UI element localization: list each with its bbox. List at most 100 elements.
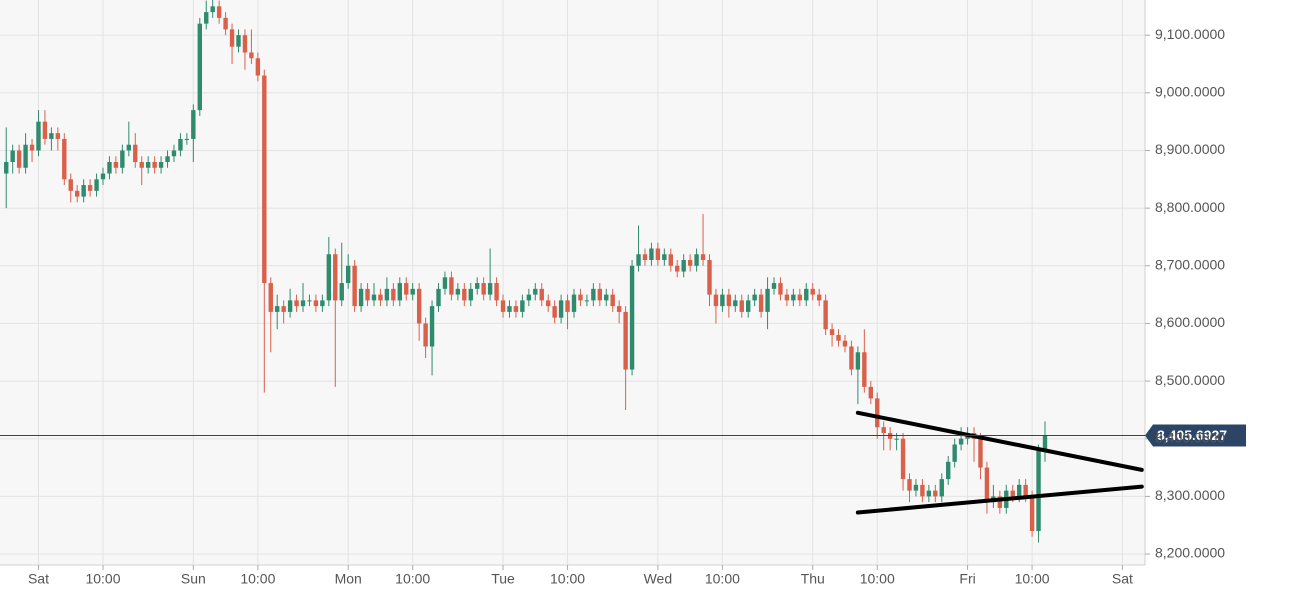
- candle-body: [275, 306, 280, 312]
- x-tick-label: 10:00: [860, 571, 895, 587]
- candle-body: [494, 283, 499, 301]
- candle-body: [655, 248, 661, 261]
- candle-body: [462, 288, 467, 301]
- candle-body: [10, 150, 15, 163]
- candle-body: [391, 288, 396, 301]
- candle-body: [862, 352, 867, 387]
- candle-body: [1036, 450, 1041, 531]
- candle-body: [365, 288, 370, 301]
- candle-body: [636, 254, 641, 266]
- candle-body: [500, 300, 506, 312]
- candle-body: [197, 23, 202, 111]
- candle-body: [526, 294, 532, 301]
- candle-body: [326, 254, 332, 301]
- candle-body: [668, 254, 673, 266]
- candle-body: [939, 479, 944, 497]
- x-tick-label: Sat: [1112, 571, 1133, 587]
- candle-body: [778, 283, 783, 295]
- last-price-tag: [1145, 424, 1246, 447]
- candle-body: [913, 484, 919, 491]
- candle-body: [823, 300, 828, 330]
- candle-body: [1016, 484, 1022, 497]
- candle-body: [552, 306, 557, 318]
- x-tick-label: 10:00: [550, 571, 585, 587]
- x-tick-label: 10:00: [395, 571, 430, 587]
- candle-body: [352, 265, 357, 307]
- candle-body: [604, 294, 609, 301]
- candle-body: [507, 306, 512, 312]
- candle-body: [236, 35, 241, 47]
- candle-body: [791, 294, 796, 301]
- candle-body: [533, 288, 538, 295]
- candle-body: [74, 190, 80, 197]
- candle-body: [571, 294, 577, 312]
- candle-body: [133, 144, 138, 163]
- grid: [0, 0, 1150, 570]
- candle-body: [333, 254, 338, 301]
- candle-body: [1029, 496, 1035, 531]
- candle-body: [481, 283, 486, 295]
- candle-body: [49, 133, 54, 139]
- candle-body: [62, 138, 67, 180]
- x-tick-label: Fri: [959, 571, 975, 587]
- candle-body: [662, 254, 667, 261]
- candle-body: [707, 260, 712, 295]
- candle-body: [16, 150, 22, 168]
- x-tick-label: Mon: [335, 571, 362, 587]
- candle-body: [752, 294, 757, 301]
- candle-body: [1042, 435, 1048, 451]
- candle-body: [875, 398, 880, 428]
- candle-body: [726, 294, 732, 307]
- candle-body: [849, 346, 854, 370]
- candle-body: [810, 288, 815, 295]
- candle-body: [281, 306, 286, 312]
- candle-body: [591, 288, 596, 301]
- candle-body: [584, 300, 590, 302]
- candle-body: [836, 334, 841, 341]
- candle-body: [797, 294, 803, 301]
- candle-body: [429, 306, 435, 347]
- candle-body: [733, 300, 738, 307]
- candle-body: [307, 300, 312, 302]
- candle-body: [900, 438, 906, 480]
- candle-body: [746, 300, 751, 312]
- candle-body: [229, 29, 235, 47]
- candle-body: [558, 300, 564, 318]
- candle-body: [184, 138, 190, 140]
- candle-body: [268, 283, 273, 312]
- candle-body: [449, 277, 454, 295]
- candle-body: [720, 294, 725, 307]
- candle-body: [416, 288, 422, 324]
- candle-body: [687, 260, 693, 266]
- candle-body: [623, 311, 628, 370]
- candle-body: [165, 156, 170, 163]
- candle-body: [36, 121, 41, 151]
- candle-body: [320, 300, 325, 307]
- overlays: 8,405.6927: [0, 410, 1246, 515]
- candle-body: [68, 179, 73, 191]
- candle-body: [249, 52, 254, 59]
- candle-body: [287, 300, 293, 312]
- candle-body: [339, 283, 344, 301]
- plot-background: [0, 0, 1145, 565]
- candle-body: [565, 300, 570, 312]
- y-tick-label: 8,800.0000: [1155, 199, 1225, 215]
- candle-body: [100, 173, 106, 180]
- candle-body: [410, 288, 415, 295]
- candle-body: [520, 300, 525, 312]
- candle-body: [739, 300, 744, 312]
- candle-body: [933, 490, 938, 497]
- candle-body: [545, 300, 551, 307]
- candle-body: [816, 294, 822, 301]
- candle-body: [55, 133, 61, 139]
- candle-body: [804, 288, 809, 301]
- candle-body: [758, 294, 764, 312]
- candle-body: [455, 288, 461, 295]
- candle-body: [397, 283, 402, 301]
- candle-body: [616, 306, 622, 312]
- candle-body: [642, 254, 648, 261]
- candle-body: [423, 323, 428, 347]
- candle-body: [539, 288, 544, 301]
